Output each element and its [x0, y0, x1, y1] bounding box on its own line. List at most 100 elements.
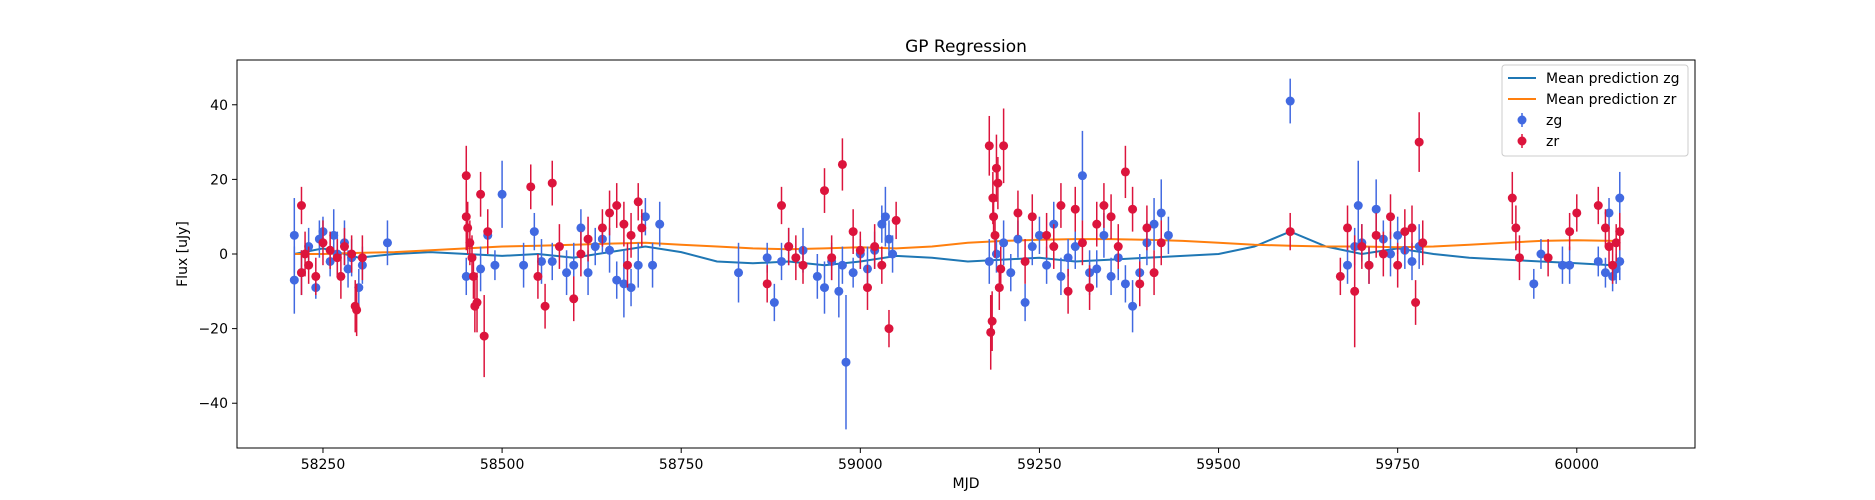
data-point-zg [1128, 301, 1138, 311]
data-point-zr [1378, 249, 1388, 259]
data-point-zr [1407, 223, 1417, 233]
data-point-zr [1092, 219, 1102, 229]
data-point-zg [1034, 230, 1044, 240]
data-point-zr [1593, 201, 1603, 210]
data-point-zr [637, 223, 647, 233]
legend-label-mean-zg: Mean prediction zg [1546, 71, 1680, 87]
data-point-zg [1163, 230, 1173, 240]
data-point-zr [318, 238, 328, 248]
data-point-zg [991, 249, 1001, 259]
y-tick-label: 20 [210, 172, 228, 188]
data-point-zr [1128, 204, 1138, 214]
data-point-zg [1070, 242, 1080, 252]
data-point-zr [1142, 223, 1152, 233]
data-point-zr [1418, 238, 1428, 248]
data-point-zg [1285, 96, 1295, 106]
data-point-zr [332, 253, 342, 263]
data-point-zg [1149, 219, 1159, 229]
y-tick-label: −40 [198, 396, 228, 412]
data-point-zr [336, 271, 346, 281]
data-point-zr [357, 253, 367, 263]
data-point-zr [991, 163, 1001, 173]
data-point-zr [612, 201, 622, 210]
data-point-zg [461, 271, 471, 281]
data-point-zg [1099, 230, 1109, 240]
data-point-zr [1611, 238, 1621, 248]
data-point-zr [540, 301, 550, 311]
data-point-zg [1063, 253, 1073, 263]
data-point-zr [855, 245, 865, 255]
data-point-zg [1615, 256, 1625, 266]
data-point-zr [862, 283, 872, 293]
data-point-zr [296, 201, 306, 210]
data-point-zg [1565, 260, 1575, 270]
data-point-zg [619, 279, 629, 289]
data-point-zg [329, 230, 339, 240]
data-point-zg [1604, 208, 1614, 218]
data-point-zr [1042, 230, 1052, 240]
data-point-zr [554, 242, 564, 252]
data-point-zr [467, 253, 477, 263]
data-point-zr [1070, 204, 1080, 214]
data-point-zr [463, 223, 473, 233]
data-point-zr [304, 260, 314, 270]
data-point-zg [848, 268, 858, 278]
data-point-zr [984, 141, 994, 151]
data-point-zg [536, 256, 546, 266]
data-point-zr [1543, 253, 1553, 263]
data-point-zg [819, 283, 829, 293]
data-point-zr [1565, 227, 1575, 237]
data-point-zg [1593, 256, 1603, 266]
y-tick-label: −20 [198, 322, 228, 338]
data-point-zg [1092, 264, 1102, 274]
data-point-zr [1371, 230, 1381, 240]
data-point-zg [984, 256, 994, 266]
data-point-zr [1357, 242, 1367, 252]
x-tick-label: 59750 [1375, 457, 1420, 473]
data-point-zr [605, 208, 615, 218]
data-point-zg [519, 260, 529, 270]
data-point-zr [1156, 238, 1166, 248]
data-point-zr [569, 294, 579, 304]
legend-swatch-zg [1517, 113, 1527, 127]
data-point-zg [1077, 171, 1087, 181]
data-point-zg [877, 219, 887, 229]
data-point-zr [619, 219, 629, 229]
data-point-zg [476, 264, 486, 274]
data-point-zg [382, 238, 392, 248]
data-point-zr [472, 298, 482, 307]
data-points [289, 78, 1625, 430]
data-point-zr [1400, 227, 1410, 237]
data-point-zr [1572, 208, 1582, 218]
data-point-zr [870, 242, 880, 252]
data-point-zr [993, 178, 1003, 188]
data-point-zr [791, 253, 801, 263]
data-point-zr [325, 245, 335, 255]
data-point-zg [999, 238, 1009, 248]
data-point-zr [827, 253, 837, 263]
data-point-zg [1013, 234, 1023, 244]
data-point-zr [1135, 279, 1145, 289]
data-point-zr [339, 242, 349, 252]
data-point-zr [1099, 201, 1109, 210]
data-point-zr [762, 279, 772, 289]
x-axis-label: MJD [953, 476, 980, 492]
data-point-zg [529, 227, 539, 237]
data-point-zg [1529, 279, 1539, 289]
data-point-zr [798, 260, 808, 270]
data-point-zg [841, 357, 851, 367]
data-point-zg [497, 189, 507, 199]
data-point-zr [1386, 212, 1396, 222]
data-point-zr [994, 283, 1004, 293]
x-tick-label: 59250 [1017, 457, 1062, 473]
data-point-zg [289, 275, 299, 285]
data-point-zr [1393, 260, 1403, 270]
data-point-zr [476, 189, 486, 199]
data-point-zg [640, 212, 650, 222]
y-tick-label: 40 [210, 98, 228, 114]
data-point-zr [1106, 212, 1116, 222]
data-point-zr [1113, 242, 1123, 252]
data-point-zg [1407, 256, 1417, 266]
data-point-zr [1600, 223, 1610, 233]
data-point-zr [989, 212, 999, 222]
